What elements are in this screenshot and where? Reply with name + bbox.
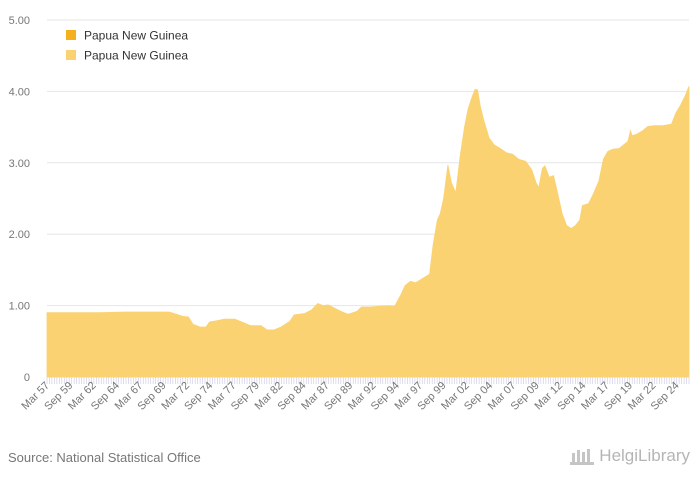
y-tick-label: 4.00 [9, 86, 30, 98]
y-tick-label: 3.00 [9, 158, 30, 170]
y-tick-label: 1.00 [9, 301, 30, 313]
legend-label: Papua New Guinea [84, 29, 188, 43]
y-tick-label: 2.00 [9, 229, 30, 241]
library-icon [570, 449, 595, 465]
x-axis-ticks [46, 377, 690, 384]
brand-name: HelgiLibrary [599, 446, 690, 465]
legend: Papua New Guinea Papua New Guinea [66, 29, 188, 63]
y-axis: 0 1.00 2.00 3.00 4.00 5.00 [9, 15, 30, 384]
legend-swatch [66, 30, 76, 40]
legend-label: Papua New Guinea [84, 49, 188, 63]
source-note: Source: National Statistical Office [8, 450, 201, 465]
brand-logo: HelgiLibrary [569, 446, 690, 466]
data-area [46, 86, 690, 378]
y-tick-label: 0 [24, 372, 30, 384]
plot-area [46, 86, 690, 378]
y-tick-label: 5.00 [9, 15, 30, 27]
legend-swatch [66, 50, 76, 60]
